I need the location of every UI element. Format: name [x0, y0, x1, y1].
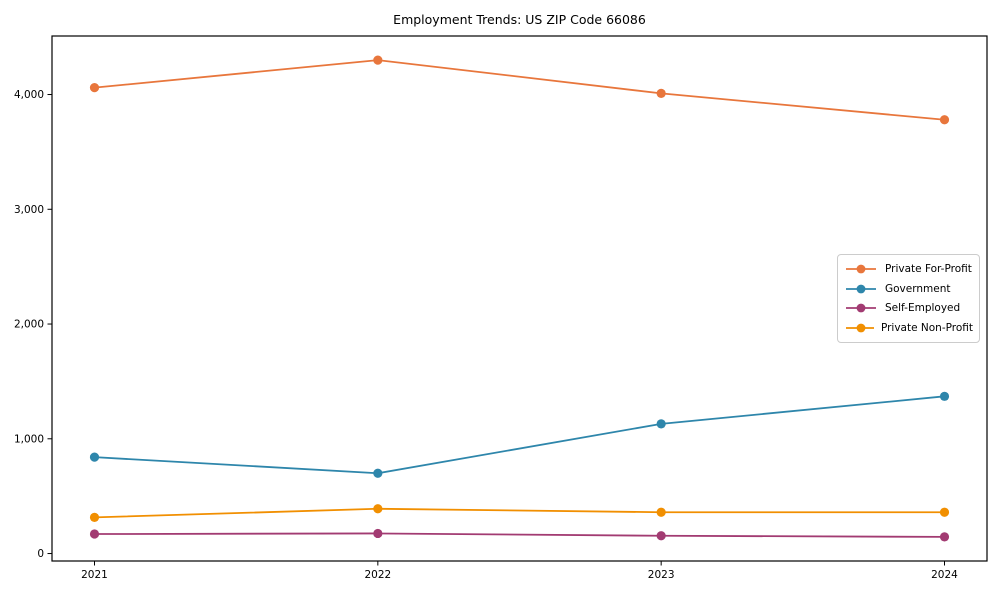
- y-tick-label: 3,000: [14, 204, 44, 216]
- series-marker-private-for-profit: [656, 88, 666, 98]
- series-marker-government: [89, 452, 100, 462]
- x-tick-label: 2023: [648, 569, 675, 581]
- x-tick-label: 2021: [81, 569, 108, 581]
- legend-label-self-employed: Self-Employed: [885, 302, 961, 315]
- series-line-government: [94, 395, 945, 475]
- series-line-self-employed: [94, 532, 945, 538]
- series-marker-private-for-profit: [939, 115, 950, 125]
- plot-border: [51, 35, 988, 562]
- series-marker-private-non-profit: [656, 507, 666, 517]
- legend-line-sample-icon: [846, 303, 876, 313]
- y-tick-label: 2,000: [14, 319, 44, 331]
- series-marker-government: [939, 391, 950, 401]
- legend-line-sample-icon: [846, 264, 876, 274]
- series-marker-self-employed: [89, 529, 100, 539]
- y-tick-label: 0: [37, 548, 44, 560]
- legend-entry-self-employed: Self-Employed: [844, 299, 973, 317]
- legend-entry-private-non-profit: Private Non-Profit: [844, 319, 973, 337]
- series-marker-private-for-profit: [373, 55, 383, 65]
- series-marker-government: [656, 419, 666, 429]
- series-marker-self-employed: [939, 532, 950, 542]
- series-marker-private-non-profit: [89, 512, 100, 522]
- legend-line-sample-icon: [846, 284, 876, 294]
- series-line-private-for-profit: [94, 59, 945, 121]
- series-marker-self-employed: [656, 531, 666, 541]
- series-marker-private-non-profit: [373, 504, 383, 514]
- chart-legend: Private For-Profit Government Self-Employe…: [837, 254, 980, 343]
- series-marker-private-non-profit: [939, 507, 950, 517]
- series-marker-government: [373, 468, 383, 478]
- series-marker-self-employed: [373, 528, 383, 539]
- series-line-private-non-profit: [94, 507, 945, 519]
- legend-label-private-non-profit: Private Non-Profit: [880, 322, 973, 335]
- y-tick-label: 4,000: [14, 89, 44, 101]
- legend-line-sample-icon: [846, 323, 874, 333]
- legend-entry-private-for-profit: Private For-Profit: [844, 260, 973, 278]
- legend-label-private-for-profit: Private For-Profit: [885, 262, 972, 275]
- chart-title: Employment Trends: US ZIP Code 66086: [393, 12, 646, 27]
- x-tick-label: 2024: [931, 569, 958, 581]
- series-marker-private-for-profit: [89, 83, 100, 93]
- x-tick-label: 2022: [364, 569, 391, 581]
- y-tick-label: 1,000: [14, 433, 44, 445]
- legend-label-government: Government: [885, 282, 951, 295]
- legend-entry-government: Government: [844, 280, 973, 298]
